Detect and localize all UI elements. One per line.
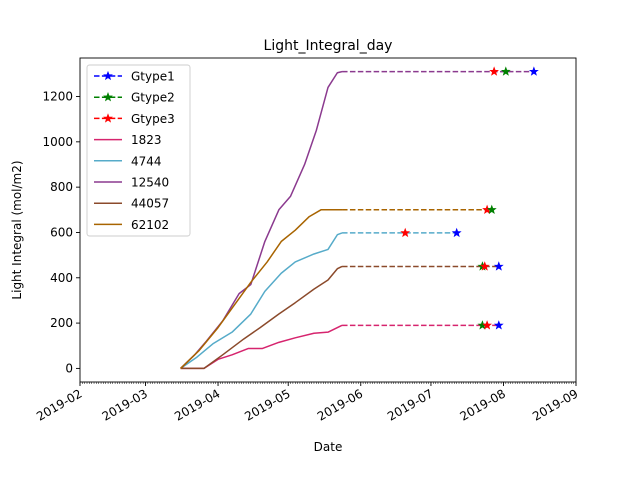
y-tick-label: 1200 bbox=[42, 90, 73, 104]
y-tick-label: 0 bbox=[65, 361, 73, 375]
y-axis-label: Light Integral (mol/m2) bbox=[10, 160, 24, 299]
marker-gtype3-12540 bbox=[489, 66, 500, 76]
legend-label-12540: 12540 bbox=[131, 176, 169, 190]
marker-gtype2-62102 bbox=[486, 204, 497, 214]
marker-gtype3-1823 bbox=[482, 320, 492, 330]
chart-title: Light_Integral_day bbox=[264, 38, 393, 54]
legend-label-1823: 1823 bbox=[131, 133, 162, 147]
y-tick-label: 400 bbox=[50, 271, 73, 285]
marker-gtype2-12540 bbox=[500, 66, 511, 76]
marker-gtype1-12540 bbox=[528, 66, 539, 76]
marker-gtype1-4744 bbox=[451, 227, 462, 238]
legend-label-62102: 62102 bbox=[131, 218, 169, 232]
series-line-4744 bbox=[180, 232, 343, 370]
series-line-44057 bbox=[180, 265, 343, 370]
y-tick-label: 200 bbox=[50, 316, 73, 330]
y-tick-label: 800 bbox=[50, 180, 73, 194]
legend: Gtype1 Gtype2 Gtype3 1823 4744 12540 44057 6210… bbox=[86, 64, 191, 237]
legend-box bbox=[86, 64, 191, 237]
marker-gtype1-44057 bbox=[493, 261, 504, 271]
legend-swatch-star-gtype2 bbox=[103, 92, 113, 102]
legend-label-gtype2: Gtype2 bbox=[131, 91, 175, 105]
y-tick-label: 600 bbox=[50, 225, 73, 239]
legend-label-44057: 44057 bbox=[131, 197, 169, 211]
series-line-62102 bbox=[180, 209, 343, 369]
marker-gtype1-1823 bbox=[493, 320, 504, 330]
legend-label-4744: 4744 bbox=[131, 154, 162, 168]
legend-label-gtype1: Gtype1 bbox=[131, 70, 175, 84]
legend-swatch-star-gtype1 bbox=[103, 70, 113, 81]
y-tick-label: 1000 bbox=[42, 135, 73, 149]
marker-gtype3-44057 bbox=[479, 261, 490, 271]
legend-label-gtype3: Gtype3 bbox=[131, 112, 175, 126]
x-axis-label: Date bbox=[314, 440, 343, 454]
legend-swatch-star-gtype3 bbox=[103, 113, 113, 123]
marker-gtype3-4744 bbox=[400, 227, 411, 238]
